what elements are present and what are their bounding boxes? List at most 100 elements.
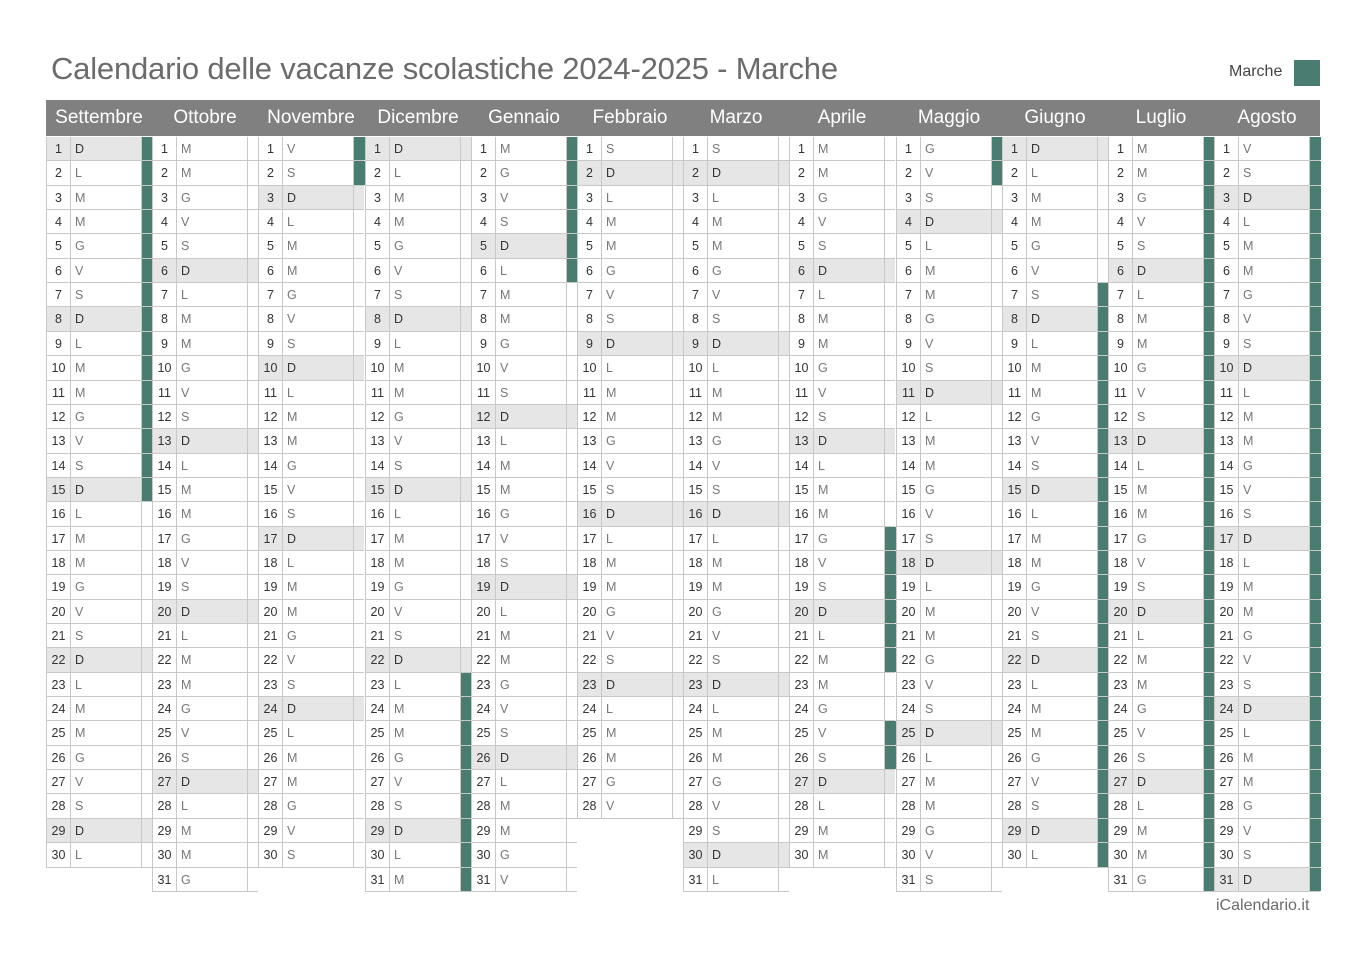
cell-divider <box>353 697 354 721</box>
cell-divider <box>884 599 885 624</box>
holiday-marker <box>1204 794 1215 818</box>
day-number: 22 <box>1215 648 1239 672</box>
weekday-letter: M <box>925 629 936 643</box>
day-row: 29 M <box>789 818 895 844</box>
month-name: Maggio <box>917 107 981 128</box>
footer-credit[interactable]: iCalendario.it <box>1216 897 1310 914</box>
day-number: 2 <box>790 161 814 185</box>
day-row: 16 S <box>258 502 364 527</box>
cell-divider <box>353 770 354 794</box>
day-number: 24 <box>366 697 390 721</box>
weekday-letter: M <box>500 799 511 814</box>
cell-divider <box>672 721 673 745</box>
cell-divider <box>141 137 142 161</box>
cell-divider <box>1309 429 1310 453</box>
day-number: 18 <box>1215 550 1239 575</box>
cell-divider <box>1309 624 1310 648</box>
holiday-marker <box>461 818 472 843</box>
weekday-letter: G <box>287 629 297 643</box>
weekday-letter: D <box>500 409 510 424</box>
day-number: 22 <box>1109 648 1133 672</box>
cell-divider <box>566 234 567 258</box>
cell-divider <box>1203 745 1204 770</box>
holiday-marker <box>1098 843 1109 867</box>
cell-divider <box>1097 137 1098 161</box>
day-number: 24 <box>1003 697 1027 721</box>
day-number: 9 <box>259 331 283 356</box>
day-number: 9 <box>790 331 814 356</box>
day-number: 25 <box>366 721 390 745</box>
day-number: 6 <box>684 258 708 283</box>
day-row: 31 V <box>471 867 577 892</box>
weekday-letter: M <box>712 580 723 595</box>
weekday-letter: G <box>712 775 722 790</box>
day-row: 10 L <box>577 356 683 381</box>
weekday-letter: G <box>818 531 828 546</box>
day-row: 15 M <box>1108 477 1215 503</box>
holiday-marker <box>1098 331 1109 356</box>
weekday-letter: S <box>1031 288 1040 303</box>
day-row: 29 D <box>46 818 152 844</box>
day-number: 20 <box>472 599 496 624</box>
cell-divider <box>884 307 885 331</box>
day-number: 2 <box>684 161 708 185</box>
weekend-shade <box>259 526 364 550</box>
day-row: 30 L <box>46 843 152 868</box>
holiday-marker <box>1204 331 1215 356</box>
day-number: 25 <box>1109 721 1133 745</box>
weekday-letter: G <box>818 361 828 376</box>
day-number: 23 <box>366 672 390 697</box>
holiday-marker <box>142 210 153 234</box>
cell-divider <box>353 843 354 867</box>
cell-divider <box>460 380 461 404</box>
weekday-letter: D <box>818 263 828 278</box>
cell-divider <box>1097 429 1098 453</box>
day-number: 17 <box>472 526 496 550</box>
day-number: 6 <box>472 258 496 283</box>
cell-divider <box>1309 477 1310 502</box>
day-row: 25 M <box>365 721 472 746</box>
weekday-letter: S <box>500 215 509 230</box>
day-number: 17 <box>153 526 177 550</box>
weekday-letter: M <box>1243 750 1254 765</box>
day-row: 29 M <box>152 818 258 844</box>
weekday-letter: L <box>606 702 613 717</box>
weekend-shade <box>366 648 471 672</box>
weekday-letter: G <box>712 604 722 619</box>
day-number: 17 <box>897 526 921 550</box>
holiday-marker <box>1310 210 1321 234</box>
day-number: 13 <box>259 429 283 453</box>
weekday-letter: S <box>925 702 934 717</box>
cell-divider <box>884 648 885 672</box>
holiday-marker <box>567 234 578 258</box>
day-row: 25 S <box>471 721 577 746</box>
weekday-letter: M <box>181 848 192 863</box>
cell-divider <box>1097 161 1098 185</box>
day-number: 11 <box>1003 380 1027 404</box>
holiday-marker <box>1098 283 1109 307</box>
weekend-shade <box>259 697 364 721</box>
day-number: 12 <box>1215 404 1239 429</box>
cell-divider <box>1203 843 1204 867</box>
weekday-letter: L <box>712 531 719 546</box>
day-row: 28 G <box>1214 794 1321 819</box>
cell-divider <box>247 210 248 234</box>
weekday-letter: L <box>606 531 613 546</box>
weekday-letter: L <box>181 288 188 303</box>
holiday-marker <box>1310 575 1321 599</box>
cell-divider <box>353 648 354 672</box>
cell-divider <box>460 185 461 210</box>
day-number: 25 <box>153 721 177 745</box>
day-row: 15 S <box>683 477 789 503</box>
day-number: 22 <box>684 648 708 672</box>
day-row: 26 G <box>1002 745 1109 771</box>
day-number: 5 <box>684 234 708 258</box>
cell-divider <box>778 648 779 672</box>
day-number: 18 <box>47 550 71 575</box>
day-number: 19 <box>259 575 283 599</box>
